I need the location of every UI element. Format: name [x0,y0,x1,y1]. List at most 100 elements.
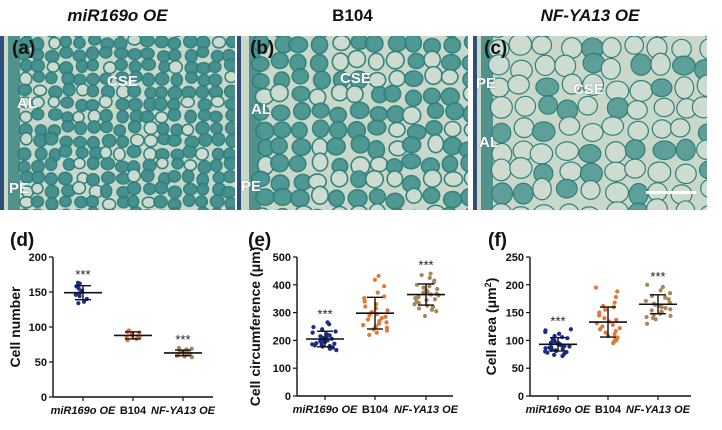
tissue-label-cse-c: CSE [573,81,604,98]
y-tick-label: 0 [285,391,291,403]
cell [32,171,44,183]
data-point [668,291,672,295]
y-tick-label: 300 [273,308,291,320]
cell [75,197,87,208]
cell [169,61,182,74]
cell [366,171,384,188]
cell [156,87,168,98]
cell [226,122,235,134]
cell [117,136,128,148]
cell [60,196,71,207]
cell [155,182,168,194]
cell [651,53,670,75]
data-point [557,332,561,336]
data-point [412,302,416,306]
cell [183,146,196,158]
cell [559,117,579,135]
cell [256,122,274,139]
cell [676,164,697,183]
cell [627,101,647,120]
cell [651,79,672,97]
cell [514,118,534,138]
data-point [611,323,615,327]
cell [311,36,327,53]
cell [351,135,369,152]
cell [654,98,674,116]
cell [442,156,457,172]
cell [270,84,288,101]
data-point [433,297,437,301]
y-axis-label: Cell circumference (μm) [247,247,263,407]
cell [89,36,101,45]
cell [211,123,222,134]
cell [101,121,113,132]
cell [582,124,603,142]
cell [198,75,210,86]
cell [21,133,32,145]
cell [510,158,532,179]
tissue-label-cse-a: CSE [107,73,138,90]
x-tick-label: miR169o OE [51,405,116,417]
y-tick-label: 150 [506,308,524,320]
data-point [660,305,664,309]
cell [387,171,402,187]
data-point [311,331,315,335]
cell [532,36,552,54]
data-point [376,274,380,278]
cell [155,112,167,123]
data-point [645,283,649,287]
cell [330,107,346,122]
cell [652,120,671,138]
cell [225,85,235,97]
cell [369,73,386,88]
cell [384,86,400,102]
title-mir169o-oe: miR169o OE [0,6,235,26]
y-axis-label: Cell number [7,286,23,367]
cell [155,73,168,85]
cell [442,55,461,71]
cell [185,50,197,63]
data-point [376,290,380,294]
data-point [658,288,662,292]
cell [424,170,442,187]
cell [198,110,210,121]
data-point [417,301,421,305]
cell [630,81,653,102]
cell [73,182,86,194]
cell [530,144,552,164]
cell [213,37,226,48]
tissue-label-pe-b: PE [241,178,261,195]
cell [423,188,439,204]
cell [555,55,576,76]
cell [403,107,421,124]
cell [99,96,111,108]
micrograph-a-image [0,36,235,210]
data-point [603,308,607,312]
cell [131,134,144,146]
data-point [604,331,608,335]
cell [103,135,116,147]
micrograph-a [0,36,235,210]
cell [292,87,309,102]
cell [210,111,222,122]
cell [606,142,627,163]
x-tick-label: miR169o OE [526,404,591,416]
data-point [594,285,598,289]
cell [273,122,290,138]
cell [127,145,140,157]
cell [270,138,287,154]
cell [18,148,31,160]
cell [184,184,197,195]
cell [406,90,422,106]
tissue-label-pe-c: PE [476,75,496,92]
cell [629,183,648,205]
cell [560,162,582,181]
x-tick-label: NF-YA13 OE [626,404,691,416]
cell [428,103,444,118]
cell [313,120,329,137]
panel-label-c: (c) [484,38,507,60]
data-point [435,287,439,291]
significance-marker: *** [650,269,665,284]
cell [104,62,116,74]
